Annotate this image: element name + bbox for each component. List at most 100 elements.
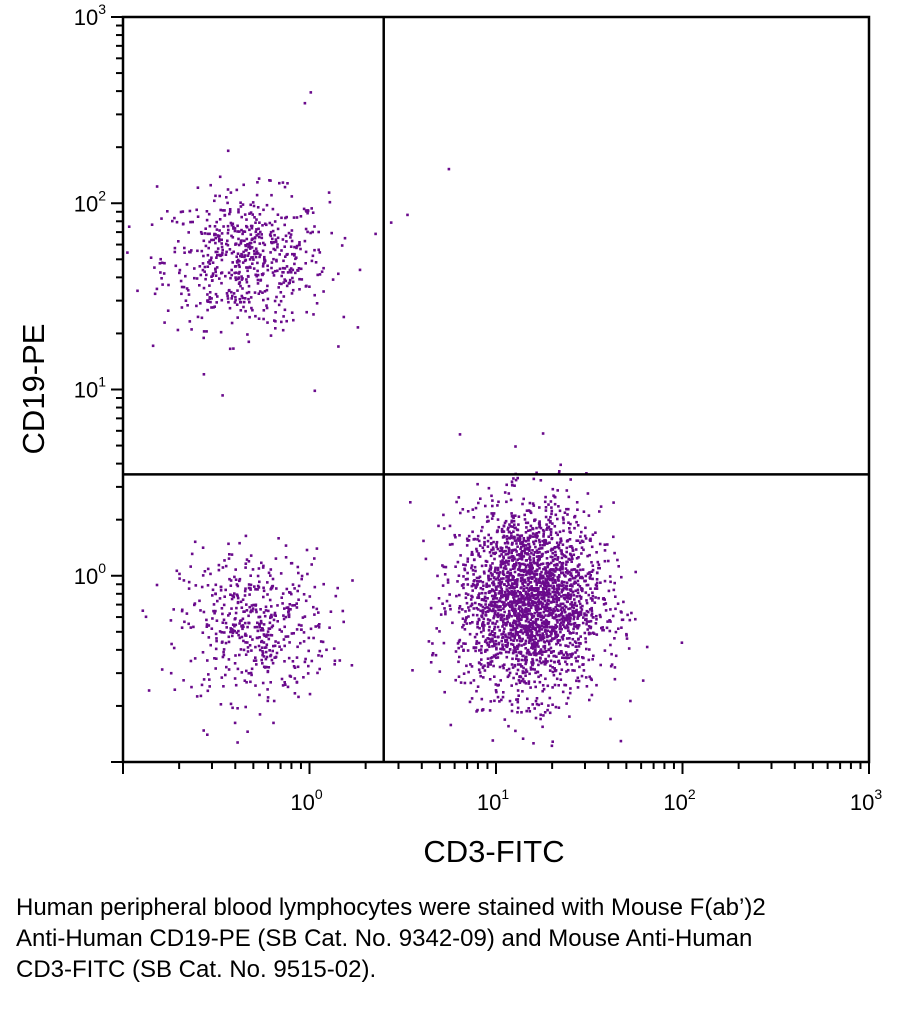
data-point [226,231,230,235]
data-point [532,553,535,557]
data-point [544,539,547,542]
data-point [571,557,574,561]
data-point [534,637,538,641]
data-point [291,583,295,586]
data-point [503,617,506,621]
data-point [274,240,278,244]
data-point [282,271,285,274]
data-point [351,579,354,582]
data-point [205,210,209,213]
data-point [535,583,538,587]
data-point [482,598,486,602]
data-point [608,575,612,578]
data-point [602,597,605,600]
data-point [528,672,531,676]
data-point [258,580,261,584]
data-point [560,580,564,583]
data-point [263,646,267,649]
data-point [287,231,291,235]
data-point [504,593,508,596]
data-point [508,636,512,639]
data-point [464,596,468,600]
data-point [467,539,471,542]
data-point [543,541,546,544]
data-point [231,623,235,626]
data-point [272,247,275,251]
data-point [584,591,588,594]
data-point [249,296,253,299]
data-point [238,622,241,625]
data-point [554,613,558,617]
data-point [504,567,508,571]
data-point [520,542,524,546]
data-point [213,199,216,203]
data-point [303,615,307,618]
data-point [517,515,521,518]
data-point [573,580,577,584]
data-point [536,600,540,604]
data-point [579,568,582,572]
data-point [151,344,155,348]
data-point [264,650,268,654]
data-point [544,506,548,509]
data-point [558,627,562,631]
data-point [491,499,494,502]
data-point [527,579,530,582]
data-point [449,723,453,727]
data-point [523,680,526,684]
data-point [519,651,523,654]
data-point [567,645,570,648]
data-point [342,315,346,319]
data-point [525,552,529,556]
data-point [230,297,233,300]
data-point [276,620,279,623]
data-point [524,531,528,534]
data-point [268,179,271,182]
data-point [554,594,558,597]
data-point [488,633,491,637]
data-point [179,210,183,214]
data-point [613,677,617,681]
data-point [205,218,209,222]
data-point [222,650,225,654]
data-point [241,232,244,236]
data-point [239,205,243,208]
data-point [509,498,513,502]
data-point [628,618,632,622]
data-point [228,288,231,292]
data-point [284,683,287,686]
data-point [217,237,221,241]
data-point [563,608,566,612]
data-point [467,670,470,674]
data-point [248,247,252,250]
data-point [532,742,535,745]
data-point [534,626,537,630]
data-point [478,592,481,595]
data-point [508,622,512,625]
data-point [530,552,533,555]
data-point [250,649,253,652]
data-point [282,259,285,263]
data-point [494,622,497,625]
data-point [535,549,539,552]
data-point [554,578,557,582]
data-point [553,588,556,591]
data-point [505,545,508,549]
data-point [504,564,507,568]
data-point [229,627,232,630]
data-point [486,622,490,625]
data-point [195,208,198,212]
data-point [163,321,166,324]
data-point [254,255,258,259]
data-point [311,254,315,258]
data-point [469,598,473,601]
data-point [249,635,252,638]
data-point [500,577,503,580]
data-point [579,613,583,616]
data-point [680,641,684,644]
data-point [285,319,288,323]
data-point [524,592,528,596]
data-point [552,600,556,604]
data-point [513,570,517,574]
data-point [184,299,188,302]
